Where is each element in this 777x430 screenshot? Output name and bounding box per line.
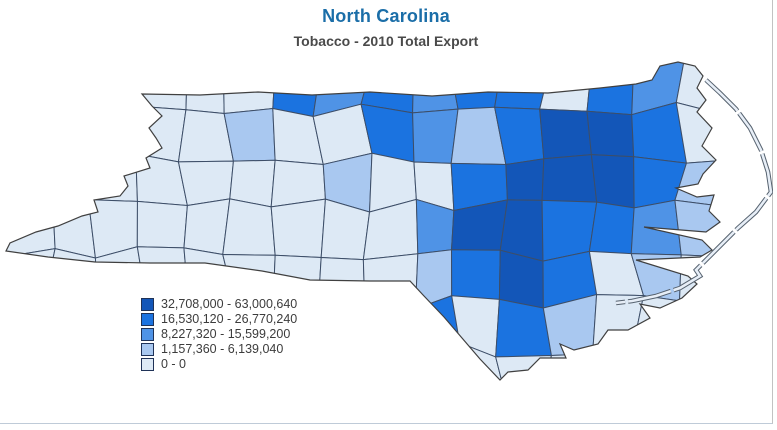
legend-label: 1,157,360 - 6,139,040 <box>161 342 284 356</box>
legend-label: 16,530,120 - 26,770,240 <box>161 312 298 326</box>
county-cell[interactable] <box>722 304 767 356</box>
county-cell[interactable] <box>679 300 726 358</box>
county-cell[interactable] <box>43 297 101 352</box>
county-cell[interactable] <box>177 160 234 207</box>
county-cell[interactable] <box>3 57 49 116</box>
county-cell[interactable] <box>679 342 727 394</box>
legend-item: 1,157,360 - 6,139,040 <box>141 342 297 357</box>
legend-swatch <box>141 358 154 371</box>
legend-label: 8,227,320 - 15,599,200 <box>161 327 291 341</box>
county-cell[interactable] <box>185 58 225 115</box>
county-cell[interactable] <box>586 110 635 158</box>
county-cell[interactable] <box>47 57 89 116</box>
legend-item: 0 - 0 <box>141 357 297 372</box>
county-cell[interactable] <box>317 256 366 309</box>
county-cell[interactable] <box>721 206 772 256</box>
legend-swatch <box>141 313 154 326</box>
county-cell[interactable] <box>505 158 545 201</box>
legend-swatch <box>141 343 154 356</box>
county-cell[interactable] <box>317 300 370 358</box>
county-cell[interactable] <box>718 60 773 115</box>
county-cell[interactable] <box>136 246 189 302</box>
legend-item: 16,530,120 - 26,770,240 <box>141 312 297 327</box>
county-cell[interactable] <box>630 347 681 403</box>
county-cell[interactable] <box>495 355 553 405</box>
county-cell[interactable] <box>136 200 188 249</box>
county-cell[interactable] <box>412 108 459 164</box>
county-cell[interactable] <box>87 56 146 113</box>
legend: 32,708,000 - 63,000,640 16,530,120 - 26,7… <box>141 297 297 372</box>
county-cell[interactable] <box>92 345 142 399</box>
county-cell[interactable] <box>541 154 598 203</box>
legend-swatch <box>141 298 154 311</box>
county-cell[interactable] <box>272 58 322 118</box>
county-cell[interactable] <box>364 307 416 355</box>
county-cell[interactable] <box>222 198 276 256</box>
county-cell[interactable] <box>451 249 501 300</box>
county-cell[interactable] <box>5 113 49 165</box>
county-cell[interactable] <box>45 350 101 399</box>
county-cell[interactable] <box>588 201 635 255</box>
county-cell[interactable] <box>726 343 773 398</box>
county-cell[interactable] <box>412 58 459 114</box>
legend-item: 32,708,000 - 63,000,640 <box>141 297 297 312</box>
county-cell[interactable] <box>270 198 326 258</box>
county-cell[interactable] <box>87 153 138 202</box>
county-cell[interactable] <box>539 64 593 112</box>
county-cell[interactable] <box>0 350 56 394</box>
county-cell[interactable] <box>183 198 231 256</box>
county-cell[interactable] <box>411 342 461 400</box>
legend-swatch <box>141 328 154 341</box>
legend-label: 32,708,000 - 63,000,640 <box>161 297 298 311</box>
county-cell[interactable] <box>539 108 592 160</box>
legend-item: 8,227,320 - 15,599,200 <box>141 327 297 342</box>
county-cell[interactable] <box>0 299 47 354</box>
county-cell[interactable] <box>585 347 634 403</box>
county-cell[interactable] <box>2 202 56 259</box>
county-cell[interactable] <box>365 346 416 402</box>
county-cell[interactable] <box>679 254 722 306</box>
county-cell[interactable] <box>96 297 147 352</box>
county-cell[interactable] <box>6 150 54 207</box>
county-cell[interactable] <box>222 58 277 115</box>
county-cell[interactable] <box>447 58 502 110</box>
county-cell[interactable] <box>47 163 94 207</box>
legend-label: 0 - 0 <box>161 357 187 371</box>
county-cell[interactable] <box>47 111 94 165</box>
county-cell[interactable] <box>541 353 594 405</box>
county-cell[interactable] <box>312 346 370 403</box>
state-outline <box>5 61 721 381</box>
county-cell[interactable] <box>721 253 772 305</box>
county-cell[interactable] <box>132 56 189 111</box>
county-cell[interactable] <box>451 295 500 358</box>
nc-choropleth-map[interactable] <box>0 0 773 423</box>
county-cell[interactable] <box>87 105 137 165</box>
county-cell[interactable] <box>223 108 276 162</box>
county-cell[interactable] <box>590 154 635 209</box>
outer-banks-island <box>615 79 773 305</box>
